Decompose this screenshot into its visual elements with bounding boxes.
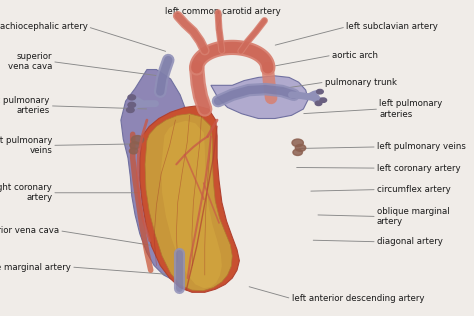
Circle shape [320, 98, 327, 102]
Circle shape [131, 136, 144, 144]
Text: diagonal artery: diagonal artery [377, 237, 443, 246]
Text: right pulmonary
arteries: right pulmonary arteries [0, 96, 50, 115]
Text: left subclavian artery: left subclavian artery [346, 22, 438, 31]
Text: circumflex artery: circumflex artery [377, 185, 451, 194]
Text: left common carotid artery: left common carotid artery [165, 7, 281, 15]
Text: pulmonary trunk: pulmonary trunk [325, 78, 397, 87]
Text: superior
vena cava: superior vena cava [8, 52, 52, 71]
Text: left coronary artery: left coronary artery [377, 164, 460, 173]
Polygon shape [121, 70, 218, 283]
Circle shape [130, 142, 140, 149]
Text: aortic arch: aortic arch [332, 51, 378, 60]
Text: acute marginal artery: acute marginal artery [0, 263, 71, 271]
Circle shape [128, 95, 136, 100]
Text: right pulmonary
veins: right pulmonary veins [0, 136, 52, 155]
Text: left anterior descending artery: left anterior descending artery [292, 294, 424, 303]
Text: brachiocephalic artery: brachiocephalic artery [0, 22, 88, 31]
Text: left pulmonary
arteries: left pulmonary arteries [379, 100, 442, 118]
Polygon shape [140, 106, 239, 292]
Circle shape [128, 102, 136, 107]
Circle shape [127, 107, 134, 112]
Polygon shape [161, 121, 222, 288]
Circle shape [295, 144, 306, 151]
Text: oblique marginal
artery: oblique marginal artery [377, 207, 449, 226]
Circle shape [129, 148, 138, 154]
Text: left pulmonary veins: left pulmonary veins [377, 143, 465, 151]
Circle shape [315, 101, 322, 106]
Polygon shape [211, 76, 308, 118]
Circle shape [293, 149, 302, 155]
Text: right coronary
artery: right coronary artery [0, 183, 52, 202]
Text: inferior vena cava: inferior vena cava [0, 226, 59, 235]
Polygon shape [145, 114, 232, 291]
Circle shape [317, 89, 323, 94]
Circle shape [292, 139, 303, 147]
